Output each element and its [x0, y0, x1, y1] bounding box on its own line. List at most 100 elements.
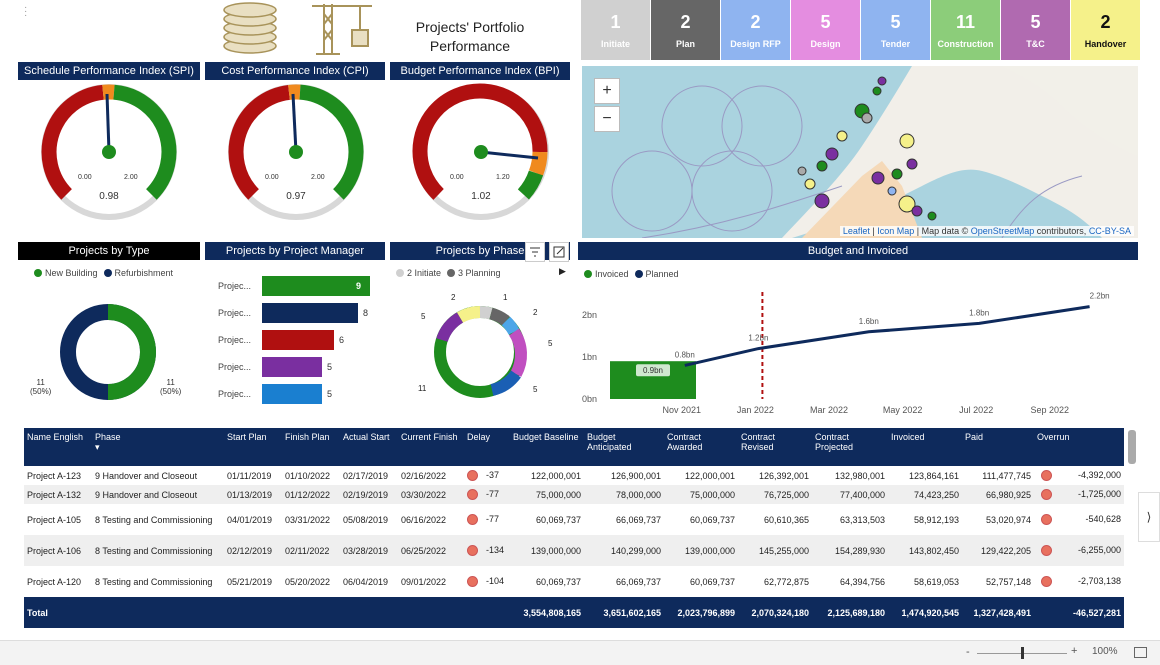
- projects-by-phase-donut[interactable]: [430, 302, 530, 402]
- pm-bar[interactable]: [262, 276, 370, 296]
- projects-by-type-donut[interactable]: [58, 302, 158, 402]
- phase-tile-label: Design RFP: [730, 38, 781, 49]
- baseline-cell: 60,069,737: [535, 514, 581, 525]
- sort-desc-icon[interactable]: ▾: [95, 442, 100, 452]
- delay-value: -77: [486, 488, 500, 499]
- overrun-cell: -1,725,000: [1034, 485, 1124, 504]
- projects-by-type-legend: New Building Refurbishment: [34, 268, 173, 278]
- projects-by-pm-title: Projects by Project Manager: [205, 242, 385, 260]
- status-indicator-icon: [467, 514, 478, 526]
- map-zoom-out-button[interactable]: −: [594, 106, 620, 132]
- table-scrollbar[interactable]: [1128, 430, 1136, 464]
- revised-cell: 60,610,365: [763, 514, 809, 525]
- phase-tile[interactable]: 1 Initiate: [581, 0, 650, 60]
- overrun-value: -2,703,138: [1077, 576, 1121, 586]
- delay-value: -77: [486, 513, 500, 524]
- column-header[interactable]: Invoiced: [891, 432, 925, 442]
- table-row[interactable]: Project A-106 8 Testing and Commissioning…: [24, 535, 1124, 566]
- map-zoom-in-button[interactable]: +: [594, 78, 620, 104]
- column-header[interactable]: Budget Baseline: [513, 432, 579, 442]
- column-header[interactable]: Overrun: [1037, 432, 1070, 442]
- overrun-cell: -540,628: [1034, 504, 1124, 535]
- phase-tile[interactable]: 5 T&C: [1001, 0, 1070, 60]
- x-tick-label: Sep 2022: [1031, 405, 1070, 415]
- phase-tile-label: Tender: [880, 38, 911, 49]
- invoiced-bar-label-box: [636, 364, 670, 377]
- more-options-icon[interactable]: · · ·: [24, 2, 28, 21]
- column-header[interactable]: Paid: [965, 432, 984, 442]
- column-header[interactable]: Finish Plan: [285, 432, 330, 442]
- name-cell: Project A-106: [27, 545, 82, 556]
- column-header[interactable]: Name English: [27, 432, 84, 442]
- invoiced-cell: 123,864,161: [908, 470, 959, 481]
- column-header[interactable]: Start Plan: [227, 432, 267, 442]
- total-label: Total: [27, 607, 48, 618]
- column-header[interactable]: Contract Awarded: [667, 432, 703, 452]
- column-header[interactable]: Delay: [467, 432, 491, 442]
- projected-cell: 63,313,503: [839, 514, 885, 525]
- phase-tile[interactable]: 2 Design RFP: [721, 0, 790, 60]
- table-row[interactable]: Project A-105 8 Testing and Commissioning…: [24, 504, 1124, 535]
- name-cell: Project A-132: [27, 489, 82, 500]
- column-header[interactable]: Phase ▾: [92, 428, 224, 466]
- awarded-cell: 60,069,737: [689, 514, 735, 525]
- iconmap-link[interactable]: Icon Map: [877, 226, 915, 236]
- projects-by-pm-chart: Projec... 9 Projec... 8 Projec... 6 Projec... 5…: [218, 276, 388, 416]
- column-header[interactable]: Actual Start: [343, 432, 390, 442]
- type-left-pct: (50%): [30, 387, 52, 396]
- pm-bar[interactable]: [262, 357, 322, 377]
- legend-label-new-building: New Building: [45, 268, 98, 278]
- total-revised: 2,070,324,180: [751, 607, 809, 618]
- projects-map[interactable]: + − Leaflet | Icon Map | Map data © Open…: [582, 66, 1138, 238]
- column-header[interactable]: Contract Projected: [815, 432, 854, 452]
- actual-start-cell: 05/08/2019: [343, 514, 389, 525]
- phase-tile[interactable]: 2 Plan: [651, 0, 720, 60]
- column-header[interactable]: Budget Anticipated: [587, 432, 632, 452]
- map-attribution: Leaflet | Icon Map | Map data © OpenStre…: [839, 226, 1134, 236]
- phase-tile[interactable]: 2 Handover: [1071, 0, 1140, 60]
- zoom-slider-thumb[interactable]: [1021, 647, 1024, 659]
- table-row[interactable]: Project A-132 9 Handover and Closeout 01/1…: [24, 485, 1124, 504]
- zoom-out-button[interactable]: -: [966, 646, 970, 658]
- pm-bar[interactable]: [262, 330, 334, 350]
- side-panel-toggle-icon[interactable]: ⟩: [1138, 492, 1160, 542]
- column-header[interactable]: Contract Revised: [741, 432, 776, 452]
- table-row[interactable]: Project A-120 8 Testing and Commissioning…: [24, 566, 1124, 597]
- filter-icon[interactable]: [525, 242, 545, 262]
- phase-tiles: 1 Initiate 2 Plan 2 Design RFP 5 Design 5 Tender 1…: [581, 0, 1141, 60]
- pm-bar[interactable]: [262, 303, 358, 323]
- zoom-in-button[interactable]: +: [1071, 645, 1078, 657]
- overrun-value: -1,725,000: [1077, 489, 1121, 499]
- type-left-count: 11: [36, 378, 45, 387]
- phase-tile[interactable]: 11 Construction: [931, 0, 1000, 60]
- baseline-cell: 122,000,001: [530, 470, 581, 481]
- invoiced-cell: 74,423,250: [913, 489, 959, 500]
- phase-tile[interactable]: 5 Tender: [861, 0, 930, 60]
- legend-next-arrow-icon[interactable]: ▶: [559, 266, 566, 276]
- focus-mode-icon[interactable]: [549, 242, 569, 262]
- pm-bar[interactable]: [262, 384, 322, 404]
- cc-link[interactable]: CC-BY-SA: [1088, 226, 1131, 236]
- legend-dot-new-building: [34, 269, 42, 277]
- cpi-title: Cost Performance Index (CPI): [205, 62, 385, 80]
- map-canvas[interactable]: [582, 66, 1138, 238]
- column-header[interactable]: Current Finish: [401, 432, 458, 442]
- pm-bar-label: Projec...: [218, 389, 252, 399]
- current-finish-cell: 09/01/2022: [401, 576, 447, 587]
- x-tick-label: Nov 2021: [663, 405, 702, 415]
- projects-by-phase-title-text: Projects by Phase: [435, 245, 525, 257]
- table-row[interactable]: Project A-123 9 Handover and Closeout 01/1…: [24, 466, 1124, 485]
- finish-plan-cell: 01/12/2022: [285, 489, 331, 500]
- osm-link[interactable]: OpenStreetMap: [970, 226, 1035, 236]
- phase-tile-label: Initiate: [600, 38, 630, 49]
- page-title: Projects' Portfolio Performance: [400, 18, 540, 56]
- fit-page-icon[interactable]: [1134, 647, 1147, 658]
- phase-tile[interactable]: 5 Design: [791, 0, 860, 60]
- budget-chart[interactable]: 2bn 1bn 0bn Nov 2021 Jan 2022 Mar 2022 May 202…: [578, 282, 1138, 422]
- phase-label-l11: 11: [418, 384, 427, 393]
- baseline-cell: 60,069,737: [535, 576, 581, 587]
- invoiced-cell: 58,619,053: [913, 576, 959, 587]
- cpi-gauge: [228, 84, 364, 220]
- name-cell: Project A-105: [27, 514, 82, 525]
- leaflet-link[interactable]: Leaflet: [842, 226, 870, 236]
